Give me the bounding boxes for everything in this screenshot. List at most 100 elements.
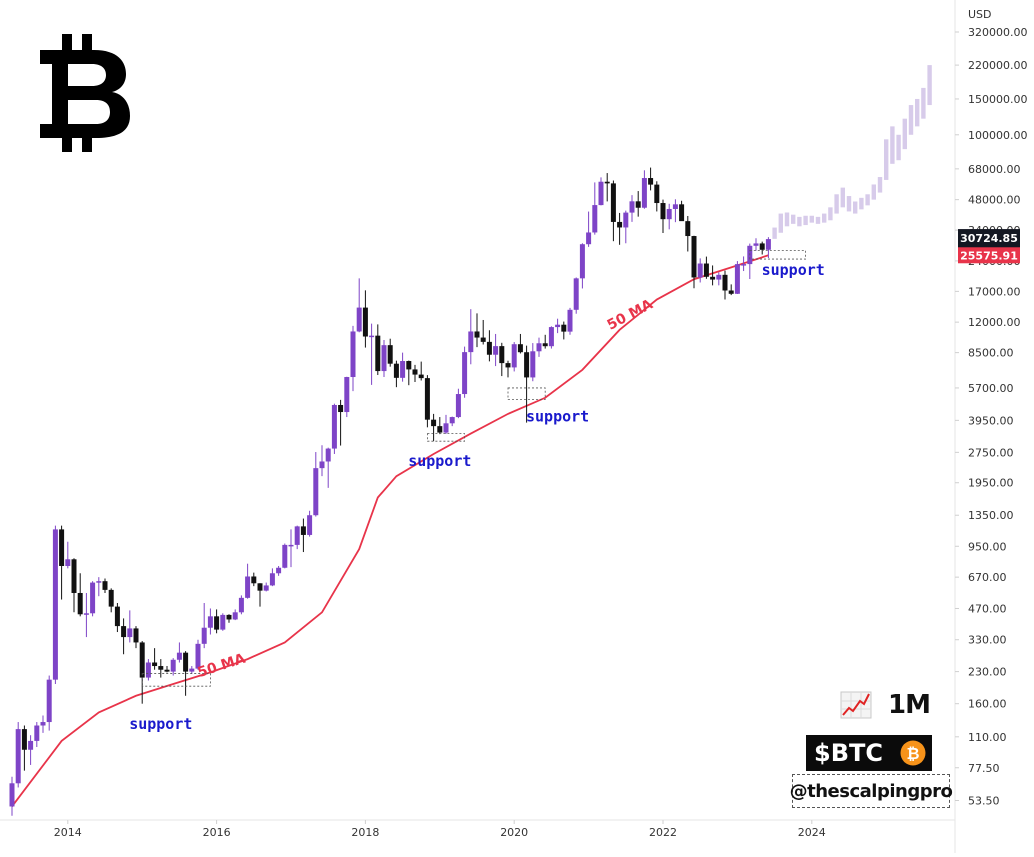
y-tick-label: 3950.00 [968, 414, 1014, 427]
candle [499, 342, 505, 377]
candle-body [455, 394, 461, 418]
candle [152, 648, 158, 670]
y-tick-label: 220000.00 [968, 59, 1028, 72]
candle-body [108, 589, 114, 607]
candle-body [586, 232, 592, 245]
candle-body [672, 204, 678, 209]
candle-body [195, 643, 201, 669]
candle-body [90, 582, 96, 614]
candle-body [468, 331, 474, 353]
y-tick-label: 100000.00 [968, 129, 1028, 142]
candle-body [232, 612, 238, 620]
projection-bar [797, 216, 802, 227]
candle-body [170, 659, 176, 672]
candle [753, 238, 759, 251]
candle-body [530, 351, 536, 378]
candle [660, 199, 666, 234]
candle-body [524, 352, 530, 378]
projection-bar [828, 207, 833, 221]
y-tick-label: 8500.00 [968, 347, 1014, 360]
candle [623, 210, 629, 244]
candle [648, 167, 654, 191]
y-tick-label: 320000.00 [968, 26, 1028, 39]
candle [548, 326, 554, 349]
candle [257, 583, 263, 607]
candle [102, 578, 108, 593]
candle-body [114, 606, 120, 627]
candle-body [9, 783, 15, 807]
candle-body [40, 722, 46, 726]
candle-body [46, 679, 52, 723]
candle [83, 592, 89, 638]
candle-body [598, 181, 604, 206]
candle-body [511, 344, 517, 368]
candle [9, 776, 15, 816]
projection-bar [815, 216, 821, 224]
candle-body [400, 361, 406, 378]
projection-bar [896, 134, 901, 161]
x-tick-label: 2014 [54, 826, 82, 839]
candle-body [102, 581, 108, 590]
candle-body [648, 178, 654, 185]
candle-body [542, 343, 548, 347]
candle-body [71, 559, 77, 593]
y-tick-label: 12000.00 [968, 316, 1021, 329]
candle [666, 203, 672, 230]
projection-bar [908, 105, 914, 135]
x-tick-label: 2020 [500, 826, 528, 839]
candle [220, 613, 226, 631]
candle [765, 237, 771, 259]
candle-body [741, 264, 747, 266]
ticker-badge: $BTC ₿ [806, 735, 932, 771]
candle-body [83, 613, 89, 615]
projection-bar [877, 177, 883, 193]
candle-body [375, 335, 381, 372]
candle [474, 313, 480, 348]
projection-bar [803, 215, 808, 226]
candle [517, 333, 523, 354]
author-handle-text: @thescalpingpro [789, 780, 953, 802]
projection-bar [809, 215, 814, 223]
candle-body [480, 337, 486, 342]
candle-body [443, 423, 449, 433]
ma50-line [11, 254, 769, 808]
candle-body [697, 263, 703, 278]
chart-increasing-icon [840, 691, 872, 719]
candle [697, 258, 703, 283]
y-tick-label: 670.00 [968, 571, 1007, 584]
candle-body [220, 614, 226, 630]
y-tick-label: 470.00 [968, 602, 1007, 615]
candle-body [207, 616, 213, 628]
candle-body [406, 361, 412, 370]
y-tick-label: 950.00 [968, 540, 1007, 553]
projection-bar [890, 126, 895, 164]
y-tick-label: 330.00 [968, 634, 1007, 647]
candle-body [555, 324, 561, 328]
candle [313, 452, 319, 517]
candle-body [610, 183, 616, 222]
candle-body [362, 307, 368, 337]
candle-body [251, 576, 257, 584]
candle-body [493, 346, 499, 355]
candle [412, 364, 418, 382]
y-tick-label: 5700.00 [968, 382, 1014, 395]
y-tick-label: 53.50 [968, 795, 1000, 808]
projection-bar [884, 139, 889, 180]
candle [307, 510, 313, 537]
candle [201, 602, 207, 649]
candle [207, 608, 213, 635]
projection-bar [846, 196, 852, 212]
candle [635, 191, 641, 217]
candle-body [623, 212, 629, 228]
candle-body [350, 331, 356, 378]
candle [21, 725, 27, 771]
candle-body [387, 345, 393, 364]
projection-bar [772, 227, 777, 239]
candle-body [176, 652, 182, 660]
candle [276, 565, 282, 576]
candle [579, 243, 585, 289]
candle-body [282, 544, 288, 568]
candle [294, 525, 300, 550]
candle-body [573, 278, 579, 310]
